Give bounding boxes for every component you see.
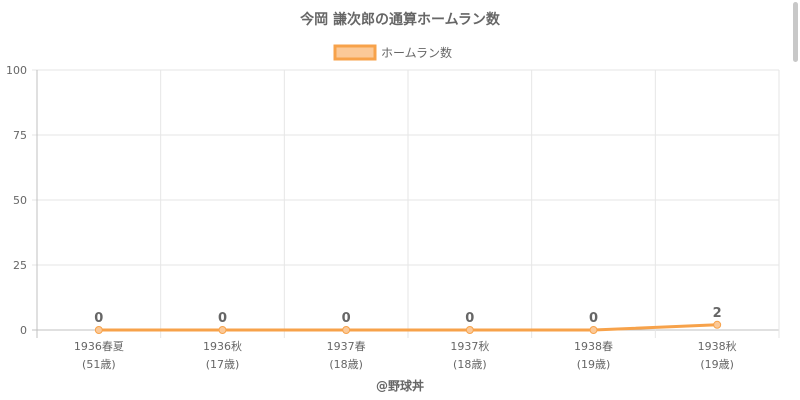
x-tick-sublabel: (51歳) — [82, 358, 116, 371]
data-label: 0 — [465, 311, 474, 326]
x-tick-label: 1936春夏 — [74, 340, 124, 353]
data-point — [589, 326, 598, 334]
x-tick-label: 1938秋 — [698, 339, 737, 353]
data-label: 0 — [589, 311, 598, 326]
x-tick-label: 1938春 — [574, 340, 613, 353]
footer-credit: @野球丼 — [376, 378, 424, 393]
y-tick-label: 50 — [13, 194, 27, 207]
x-tick-sublabel: (17歳) — [206, 358, 240, 371]
y-tick-label: 100 — [6, 64, 27, 77]
data-label: 0 — [218, 311, 227, 326]
grid — [32, 69, 780, 338]
legend-label: ホームラン数 — [381, 45, 452, 60]
data-point — [342, 326, 351, 334]
data-point — [218, 326, 227, 334]
scrollbar[interactable] — [793, 2, 798, 62]
x-axis-ticks: 1936春夏 (51歳) 1936秋 (17歳) 1937春 (18歳) 1937秋 (18歳… — [74, 339, 737, 371]
data-label: 2 — [713, 306, 722, 321]
x-tick-sublabel: (18歳) — [453, 358, 487, 371]
y-axis-ticks: 0 25 50 75 100 — [6, 64, 27, 337]
x-tick-label: 1937春 — [327, 340, 366, 353]
x-tick-sublabel: (19歳) — [700, 358, 734, 371]
x-tick-sublabel: (18歳) — [329, 358, 363, 371]
y-tick-label: 25 — [13, 259, 27, 272]
y-tick-label: 0 — [20, 324, 27, 337]
data-point — [465, 326, 474, 334]
data-point — [713, 320, 722, 329]
data-label: 0 — [342, 311, 351, 326]
chart-title: 今岡 謙次郎の通算ホームラン数 — [299, 11, 501, 28]
series-line — [98, 323, 718, 332]
series-ホームラン数 — [94, 320, 722, 334]
y-tick-label: 75 — [13, 129, 27, 142]
legend-swatch — [333, 44, 377, 61]
x-tick-sublabel: (19歳) — [577, 358, 611, 371]
x-tick-label: 1936秋 — [203, 339, 242, 353]
data-point — [94, 326, 103, 334]
legend[interactable]: ホームラン数 — [333, 44, 452, 61]
x-tick-label: 1937秋 — [450, 339, 489, 353]
data-label: 0 — [94, 311, 103, 326]
data-labels: 0 0 0 0 0 2 — [94, 306, 721, 326]
